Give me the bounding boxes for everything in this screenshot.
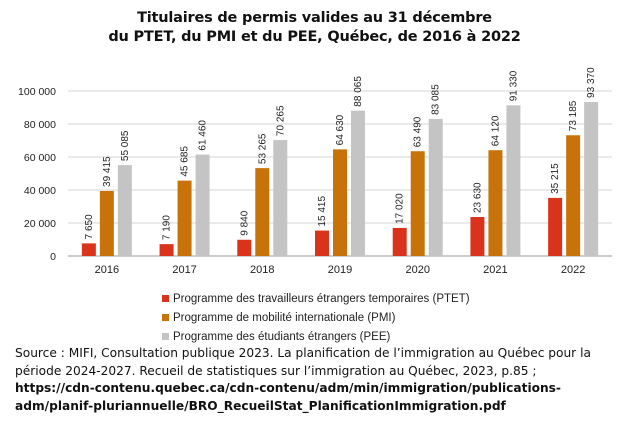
data-label: 55 085 (120, 130, 131, 161)
data-label: 9 840 (239, 210, 250, 235)
source-url[interactable]: https://cdn-contenu.quebec.ca/cdn-conten… (15, 381, 561, 413)
bar (584, 101, 599, 256)
legend-label-pmi: Programme de mobilité internationale (PM… (173, 311, 396, 324)
bar (81, 243, 96, 256)
y-tick-label: 60 000 (24, 152, 56, 164)
data-label: 73 185 (568, 100, 579, 131)
data-label: 15 415 (317, 196, 328, 227)
x-tick-label: 2021 (483, 264, 507, 276)
legend-swatch-pmi (162, 314, 169, 321)
data-label: 7 190 (162, 215, 173, 240)
data-label: 17 020 (395, 193, 406, 224)
bar (273, 140, 288, 256)
data-label: 91 330 (508, 70, 519, 101)
data-label: 35 215 (550, 163, 561, 194)
bar (488, 150, 503, 256)
chart-legend: Programme des travailleurs étrangers tem… (162, 289, 470, 346)
x-tick-label: 2018 (250, 264, 274, 276)
bar (506, 105, 521, 256)
source-text: Source : MIFI, Consultation publique 202… (15, 346, 591, 378)
x-tick-label: 2017 (172, 264, 196, 276)
y-tick-label: 0 (50, 251, 56, 263)
data-label: 70 265 (275, 105, 286, 136)
y-tick-label: 20 000 (24, 218, 56, 230)
bar (237, 239, 252, 256)
bar (117, 165, 132, 256)
bar (470, 217, 485, 256)
bar (177, 180, 192, 256)
chart-title-line-2: du PTET, du PMI et du PEE, Québec, de 20… (108, 29, 521, 45)
bar (195, 154, 210, 256)
data-label: 39 415 (102, 156, 113, 187)
data-label: 88 065 (353, 76, 364, 107)
bar (428, 118, 443, 256)
y-tick-label: 100 000 (18, 86, 56, 98)
data-label: 61 460 (198, 120, 209, 151)
chart-title-line-1: Titulaires de permis valides au 31 décem… (137, 10, 492, 26)
bar (548, 197, 563, 256)
data-label: 93 370 (586, 67, 597, 98)
legend-label-ptet: Programme des travailleurs étrangers tem… (173, 292, 470, 305)
data-label: 64 120 (490, 115, 501, 146)
legend-label-pee: Programme des étudiants étrangers (PEE) (173, 330, 391, 343)
x-tick-label: 2019 (328, 264, 352, 276)
source-note: Source : MIFI, Consultation publique 202… (15, 345, 619, 415)
data-label: 45 685 (180, 146, 191, 177)
x-tick-label: 2022 (561, 264, 585, 276)
legend-item-pee: Programme des étudiants étrangers (PEE) (162, 327, 470, 346)
data-label: 83 085 (431, 84, 442, 115)
x-tick-label: 2016 (95, 264, 119, 276)
legend-swatch-pee (162, 333, 169, 340)
data-label: 53 265 (257, 133, 268, 164)
bar (410, 151, 425, 256)
legend-swatch-ptet (162, 295, 169, 302)
bar (99, 190, 114, 256)
bar (159, 244, 174, 256)
y-tick-label: 80 000 (24, 119, 56, 131)
bar (392, 227, 407, 256)
bar (333, 149, 347, 256)
data-label: 7 650 (84, 214, 95, 239)
x-tick-label: 2020 (405, 264, 429, 276)
legend-item-ptet: Programme des travailleurs étrangers tem… (162, 289, 470, 308)
bar (255, 168, 270, 256)
data-label: 64 630 (335, 114, 346, 145)
legend-item-pmi: Programme de mobilité internationale (PM… (162, 308, 470, 327)
bar (315, 230, 329, 256)
y-tick-label: 40 000 (24, 185, 56, 197)
bar (566, 135, 581, 256)
data-label: 63 490 (413, 116, 424, 147)
data-label: 23 630 (472, 182, 483, 213)
bar (351, 110, 365, 256)
